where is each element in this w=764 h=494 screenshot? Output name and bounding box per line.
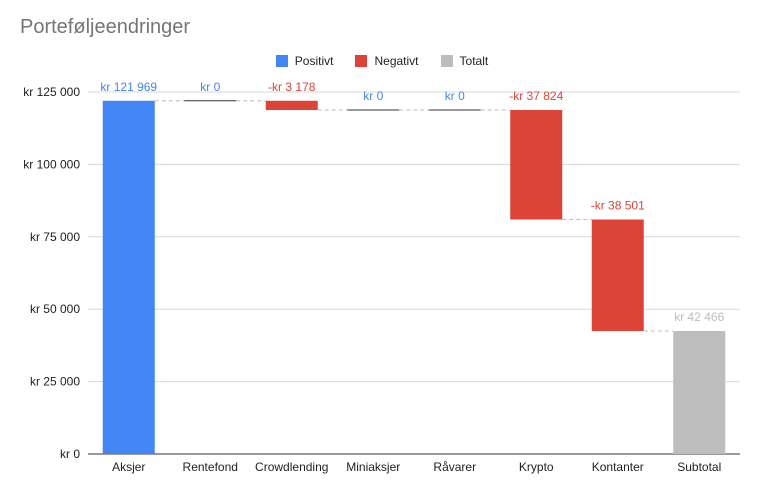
legend-swatch-negative [355,55,368,67]
data-label: kr 0 [200,80,220,94]
bar-Kontanter [591,219,644,332]
bar-Aksjer [102,100,155,455]
data-label: -kr 38 501 [591,199,645,213]
x-tick-label: Råvarer [433,460,476,474]
y-tick-label: kr 75 000 [30,230,80,244]
legend-item-negative: Negativt [355,54,419,68]
y-tick-label: kr 50 000 [30,302,80,316]
x-tick-label: Aksjer [112,460,145,474]
x-tick-label: Rentefond [183,460,238,474]
y-tick-label: kr 25 000 [30,375,80,389]
x-tick-label: Crowdlending [255,460,328,474]
y-tick-label: kr 0 [60,447,80,461]
x-tick-label: Miniaksjer [346,460,400,474]
x-tick-label: Kontanter [592,460,644,474]
data-label: -kr 3 178 [268,80,316,94]
data-label: -kr 37 824 [509,89,563,103]
x-tick-label: Krypto [519,460,554,474]
data-label: kr 0 [363,89,383,103]
legend-swatch-positive [275,55,288,67]
legend-label-negative: Negativt [374,54,419,68]
y-tick-label: kr 100 000 [23,157,80,171]
bar-Krypto [510,109,563,220]
x-tick-label: Subtotal [677,460,721,474]
data-label: kr 42 466 [674,310,724,324]
legend: Positivt Negativt Totalt [0,54,764,68]
legend-item-total: Totalt [440,54,489,68]
legend-label-positive: Positivt [294,54,334,68]
legend-item-positive: Positivt [275,54,334,68]
chart-title: Porteføljeendringer [20,16,191,38]
bar-Crowdlending [265,100,318,110]
data-label: kr 0 [445,89,465,103]
bar-Subtotal [673,331,726,454]
legend-label-total: Totalt [459,54,489,68]
legend-swatch-total [440,55,453,67]
y-tick-label: kr 125 000 [23,85,80,99]
data-label: kr 121 969 [100,80,157,94]
